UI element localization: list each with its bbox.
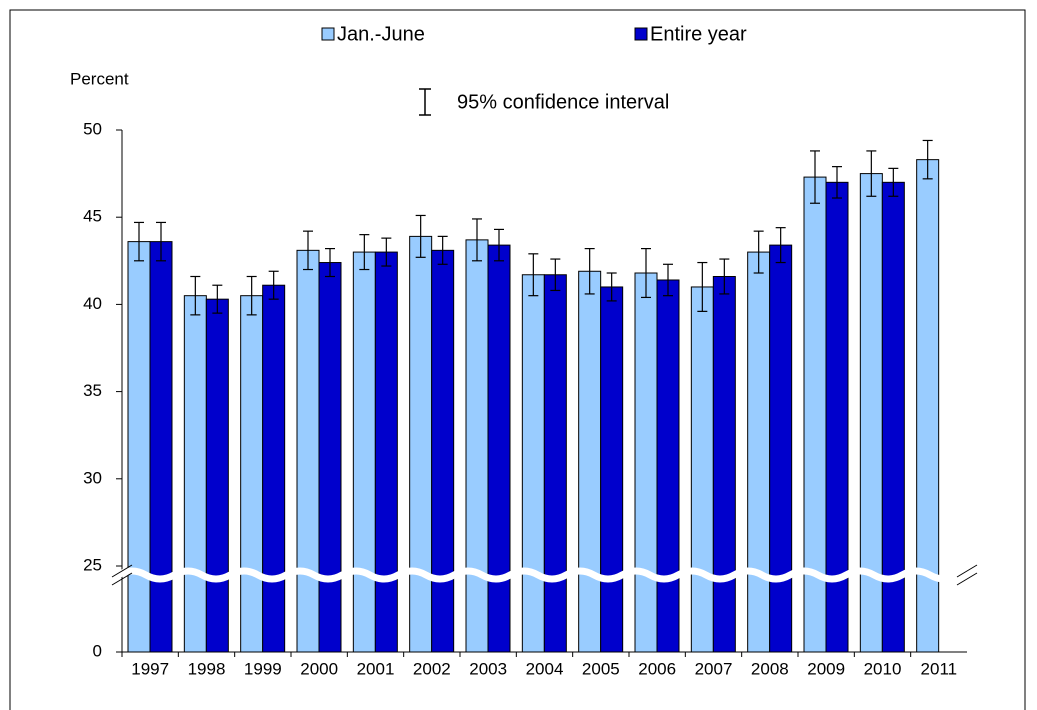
bar	[352, 251, 376, 653]
y-tick-label: 35	[83, 381, 102, 400]
x-tick-label: 2008	[751, 659, 789, 678]
bar	[127, 241, 151, 653]
error-bar	[888, 167, 899, 197]
ci-legend-icon	[419, 88, 431, 116]
bar	[465, 239, 489, 653]
y-tick-label: 30	[83, 468, 102, 487]
x-tick-label: 2003	[469, 659, 507, 678]
legend-swatch	[634, 27, 648, 41]
x-tick-label: 2007	[695, 659, 733, 678]
error-bar	[719, 258, 730, 295]
bar	[374, 251, 398, 653]
bar	[318, 262, 342, 653]
error-bar	[641, 247, 651, 299]
bar	[240, 295, 264, 653]
error-bar	[697, 261, 708, 312]
bar	[543, 274, 567, 653]
error-bar	[359, 234, 370, 271]
x-tick-label: 1998	[188, 659, 226, 678]
legend-label: Entire year	[650, 23, 747, 45]
break-mark	[111, 572, 133, 586]
error-bar	[922, 139, 933, 180]
bar	[747, 251, 771, 653]
x-tick-label: 2002	[413, 659, 451, 678]
bar	[712, 275, 736, 653]
bar	[690, 286, 714, 653]
error-bar	[156, 221, 166, 262]
error-bar	[528, 253, 539, 297]
error-bar	[606, 272, 617, 302]
bar	[656, 279, 680, 653]
bar	[487, 244, 511, 653]
error-bar	[832, 166, 842, 199]
error-bar	[663, 263, 673, 297]
break-mark	[111, 564, 133, 578]
error-bar	[775, 227, 786, 264]
x-tick-label: 2009	[807, 659, 845, 678]
break-mark	[956, 564, 978, 578]
y-tick-label: 25	[83, 555, 102, 574]
bar	[600, 286, 624, 653]
bar	[409, 235, 433, 653]
x-tick-label: 1997	[131, 659, 169, 678]
bar	[183, 295, 207, 653]
error-bar	[494, 228, 504, 262]
error-bar	[190, 275, 201, 316]
x-tick-label: 2004	[526, 659, 564, 678]
error-bar	[134, 221, 144, 262]
bar	[149, 241, 173, 653]
error-bar	[810, 150, 820, 204]
error-bar	[584, 247, 595, 295]
bar	[521, 274, 545, 653]
error-bar	[246, 275, 257, 316]
error-bar	[472, 218, 482, 262]
y-axis-label: Percent	[70, 69, 129, 88]
error-bar	[866, 150, 877, 197]
bar	[205, 298, 229, 653]
y-tick-label: 0	[93, 641, 102, 660]
axis-break	[116, 567, 1016, 583]
error-bar	[212, 284, 223, 314]
error-bar	[550, 258, 561, 292]
y-tick-label: 50	[83, 119, 102, 138]
legend-swatch	[321, 27, 335, 41]
frame	[9, 9, 1026, 710]
x-tick-label: 2005	[582, 659, 620, 678]
error-bar	[437, 235, 448, 265]
bar	[262, 284, 286, 653]
bar	[769, 244, 793, 653]
bar	[296, 249, 320, 653]
y-tick-label: 40	[83, 294, 102, 313]
error-bar	[303, 230, 313, 271]
error-bar	[415, 214, 426, 258]
bar	[578, 270, 602, 653]
ci-legend-label: 95% confidence interval	[457, 91, 669, 113]
x-tick-label: 2006	[638, 659, 676, 678]
error-bar	[325, 247, 335, 278]
y-tick-label: 45	[83, 207, 102, 226]
error-bar	[381, 237, 392, 267]
legend-label: Jan.-June	[337, 23, 425, 45]
x-tick-label: 2001	[357, 659, 395, 678]
bar	[634, 272, 658, 653]
x-tick-label: 2011	[921, 659, 958, 678]
error-bar	[753, 230, 764, 274]
error-bar	[268, 270, 279, 300]
bar	[431, 249, 455, 653]
x-tick-label: 2000	[300, 659, 338, 678]
break-mark	[956, 572, 978, 586]
x-tick-label: 1999	[244, 659, 282, 678]
x-tick-label: 2010	[864, 659, 902, 678]
